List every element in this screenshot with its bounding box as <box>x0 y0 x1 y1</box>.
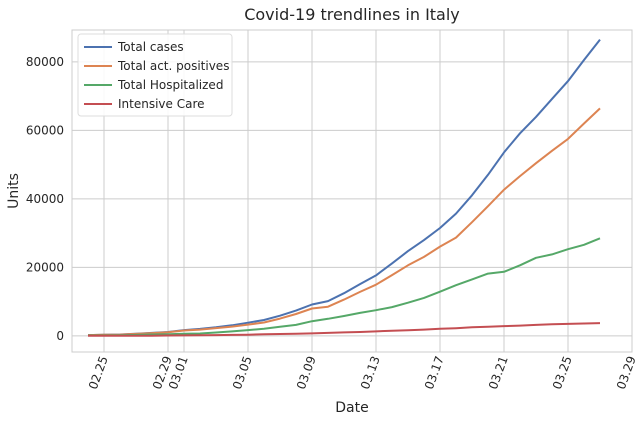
x-tick-label: 03.25 <box>550 354 575 391</box>
series-line <box>88 322 601 337</box>
x-tick-label: 03.17 <box>422 354 447 391</box>
legend-label: Total act. positives <box>117 59 229 73</box>
x-tick-label: 03.29 <box>614 354 639 391</box>
y-axis-label: Units <box>6 173 22 209</box>
y-tick-label: 60000 <box>26 123 64 137</box>
x-tick-label: 03.13 <box>358 354 383 391</box>
legend-label: Total cases <box>117 40 184 54</box>
x-tick-label: 03.21 <box>486 354 511 391</box>
x-tick-label: 03.05 <box>230 354 255 391</box>
x-tick-label: 03.09 <box>294 354 319 391</box>
chart-title: Covid-19 trendlines in Italy <box>244 5 460 24</box>
series-line <box>87 107 601 337</box>
legend-box <box>77 33 233 117</box>
x-axis-label: Date <box>335 400 368 416</box>
legend-label: Intensive Care <box>118 97 205 111</box>
y-tick-label: 40000 <box>26 192 64 206</box>
series-line <box>88 237 601 337</box>
x-tick-label: 02.25 <box>86 354 111 391</box>
legend-label: Total Hospitalized <box>117 78 223 92</box>
y-tick-label: 80000 <box>26 55 64 69</box>
y-tick-label: 20000 <box>26 260 64 274</box>
y-tick-label: 0 <box>56 329 64 343</box>
